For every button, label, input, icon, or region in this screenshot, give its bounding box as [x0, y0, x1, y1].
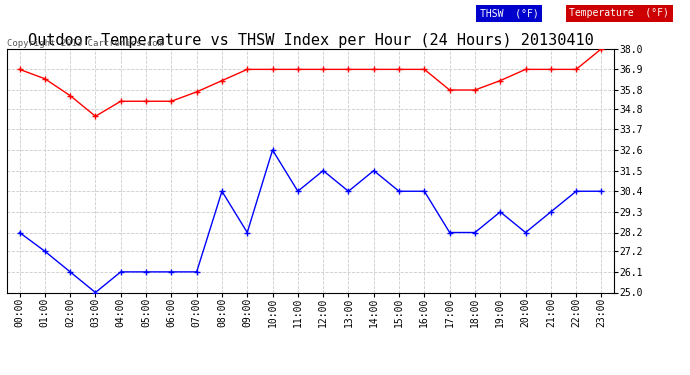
Text: Temperature  (°F): Temperature (°F): [569, 8, 669, 18]
Text: Copyright 2013 Cartronics.com: Copyright 2013 Cartronics.com: [7, 39, 163, 48]
Title: Outdoor Temperature vs THSW Index per Hour (24 Hours) 20130410: Outdoor Temperature vs THSW Index per Ho…: [28, 33, 593, 48]
Text: THSW  (°F): THSW (°F): [480, 8, 538, 18]
